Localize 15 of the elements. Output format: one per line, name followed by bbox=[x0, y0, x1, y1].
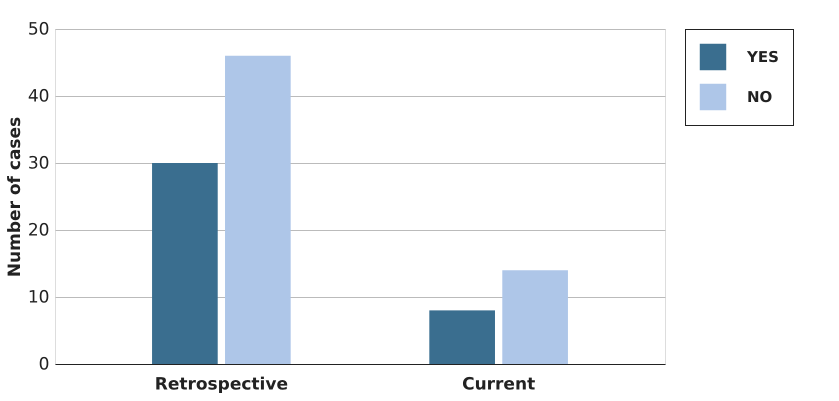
y-tick-label: 0 bbox=[38, 354, 50, 374]
y-axis-title: Number of cases bbox=[4, 116, 25, 278]
y-tick-label: 30 bbox=[28, 154, 50, 174]
y-tick-label: 10 bbox=[28, 288, 50, 308]
y-tick-label: 50 bbox=[28, 20, 50, 40]
bar bbox=[152, 163, 218, 364]
x-tick-label: Current bbox=[462, 374, 536, 394]
legend-label: YES bbox=[746, 48, 779, 66]
bar bbox=[429, 310, 495, 364]
bar bbox=[502, 270, 568, 364]
x-tick-label: Retrospective bbox=[154, 374, 288, 394]
legend-label: NO bbox=[747, 88, 772, 106]
bar bbox=[225, 56, 291, 364]
y-tick-label: 20 bbox=[28, 220, 50, 240]
y-tick-label: 40 bbox=[28, 86, 50, 106]
